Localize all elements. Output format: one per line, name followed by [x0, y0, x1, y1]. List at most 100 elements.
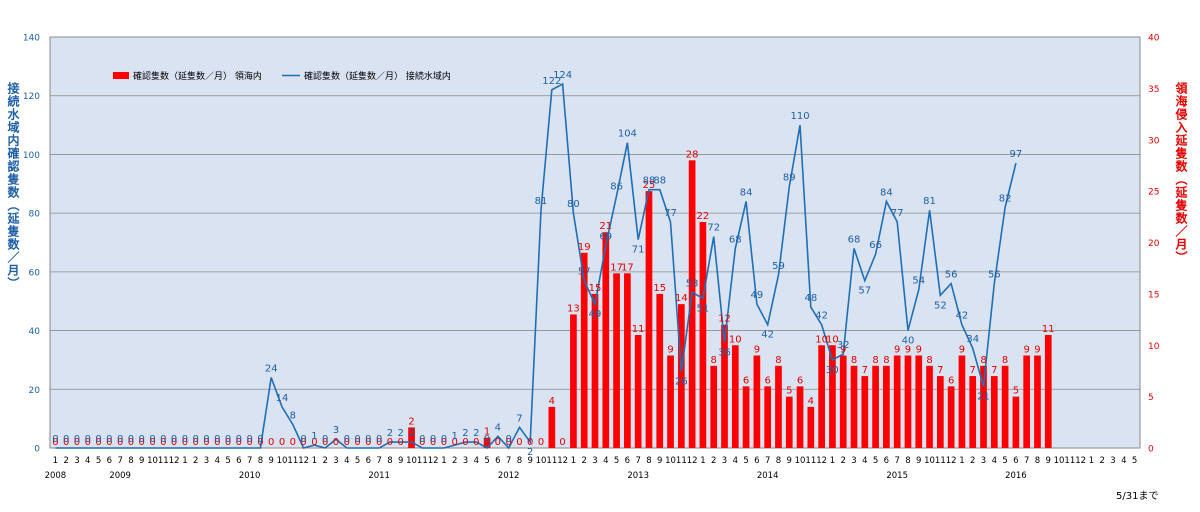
- line-data-label: 53: [686, 278, 699, 289]
- bar: [731, 345, 739, 448]
- x-month-label: 11: [805, 456, 816, 466]
- line-data-label: 1: [452, 431, 458, 442]
- x-year-label: 2008: [45, 471, 67, 481]
- line-data-label: 24: [265, 364, 278, 375]
- bar-data-label: 10: [729, 334, 742, 345]
- line-data-label: 0: [117, 434, 123, 445]
- bar-data-label: 5: [786, 386, 792, 397]
- line-data-label: 57: [858, 286, 871, 297]
- line-data-label: 2: [462, 428, 468, 439]
- bar: [904, 355, 912, 448]
- line-data-label: 68: [729, 234, 742, 245]
- x-month-label: 6: [1013, 456, 1018, 466]
- x-month-label: 1: [441, 456, 446, 466]
- bar-data-label: 0: [559, 437, 565, 448]
- line-data-label: 0: [300, 434, 306, 445]
- x-month-label: 10: [277, 456, 288, 466]
- bar: [850, 365, 858, 448]
- x-month-label: 3: [1110, 456, 1115, 466]
- x-month-label: 10: [406, 456, 417, 466]
- bar: [1023, 355, 1031, 448]
- x-month-label: 7: [117, 456, 122, 466]
- x-month-label: 8: [128, 456, 133, 466]
- bar: [775, 365, 782, 448]
- x-month-label: 10: [147, 456, 158, 466]
- bar: [1044, 334, 1052, 448]
- x-month-label: 1: [700, 456, 705, 466]
- bar: [915, 355, 923, 448]
- line-data-label: 0: [484, 434, 490, 445]
- line-series-path: [55, 82, 1017, 450]
- line-data-label: 0: [52, 434, 58, 445]
- bar-data-label: 0: [387, 437, 393, 448]
- bar: [656, 293, 664, 448]
- line-data-label: 26: [675, 377, 688, 388]
- line-data-label: 0: [236, 434, 242, 445]
- x-month-label: 7: [894, 456, 899, 466]
- line-data-label: 54: [912, 275, 925, 286]
- x-month-label: 4: [215, 456, 220, 466]
- bar-data-label: 6: [764, 375, 770, 386]
- line-data-label: 34: [966, 334, 979, 345]
- x-month-label: 7: [247, 456, 252, 466]
- x-month-label: 2: [970, 456, 975, 466]
- x-month-label: 12: [946, 456, 957, 466]
- x-month-label: 11: [417, 456, 428, 466]
- x-month-label: 7: [635, 456, 640, 466]
- line-data-label: 68: [848, 234, 861, 245]
- bar-data-label: 0: [214, 437, 220, 448]
- bar: [721, 324, 728, 448]
- x-year-label: 2016: [1005, 471, 1027, 481]
- bar-data-label: 0: [85, 437, 91, 448]
- line-data-label: 84: [740, 187, 753, 198]
- line-data-label: 84: [880, 187, 893, 198]
- x-month-label: 2: [841, 456, 846, 466]
- y-left-tick-label: 100: [23, 151, 40, 161]
- x-month-label: 10: [536, 456, 547, 466]
- bar: [861, 376, 869, 448]
- bar-data-label: 12: [718, 314, 731, 325]
- line-data-label: 2: [473, 428, 479, 439]
- bar: [937, 376, 944, 448]
- bar-data-label: 0: [311, 437, 317, 448]
- line-data-label: 0: [95, 434, 101, 445]
- x-month-label: 8: [776, 456, 781, 466]
- bar: [742, 386, 750, 448]
- bar-data-label: 8: [872, 355, 878, 366]
- bar: [980, 365, 987, 448]
- line-data-label: 77: [664, 208, 677, 219]
- bar-data-label: 9: [905, 345, 911, 356]
- bar-data-label: 25: [643, 180, 656, 191]
- bar-data-label: 4: [808, 396, 814, 407]
- line-data-label: 0: [128, 434, 134, 445]
- bar: [958, 355, 966, 448]
- bar: [829, 345, 836, 448]
- bar-data-label: 7: [970, 365, 976, 376]
- line-data-label: 80: [567, 199, 580, 210]
- bar-data-label: 0: [495, 437, 501, 448]
- bar-data-label: 0: [290, 437, 296, 448]
- bar-data-label: 0: [257, 437, 263, 448]
- y-right-tick-label: 25: [1148, 188, 1159, 198]
- line-data-label: 0: [203, 434, 209, 445]
- bar-data-label: 17: [621, 262, 634, 273]
- x-month-label: 1: [182, 456, 187, 466]
- bar-data-label: 2: [408, 416, 414, 427]
- line-data-label: 42: [956, 311, 969, 322]
- legend-line-label: 確認隻数（延隻数／月） 接続水域内: [304, 70, 451, 82]
- bar-data-label: 0: [419, 437, 425, 448]
- x-month-label: 2: [322, 456, 327, 466]
- line-data-label: 56: [945, 270, 958, 281]
- bar-data-label: 0: [376, 437, 382, 448]
- y-axis-right-title: 領海侵入延隻数（延隻数／月）: [1174, 82, 1188, 264]
- x-month-label: 4: [1121, 456, 1126, 466]
- bar-data-label: 1: [484, 427, 490, 438]
- y-right-tick-label: 10: [1148, 342, 1160, 352]
- x-month-label: 8: [517, 456, 522, 466]
- bar-data-label: 28: [686, 149, 699, 160]
- line-data-label: 57: [578, 267, 591, 278]
- bar-data-label: 17: [610, 262, 623, 273]
- line-data-label: 40: [902, 336, 915, 347]
- bar: [1001, 365, 1009, 448]
- x-month-label: 9: [916, 456, 921, 466]
